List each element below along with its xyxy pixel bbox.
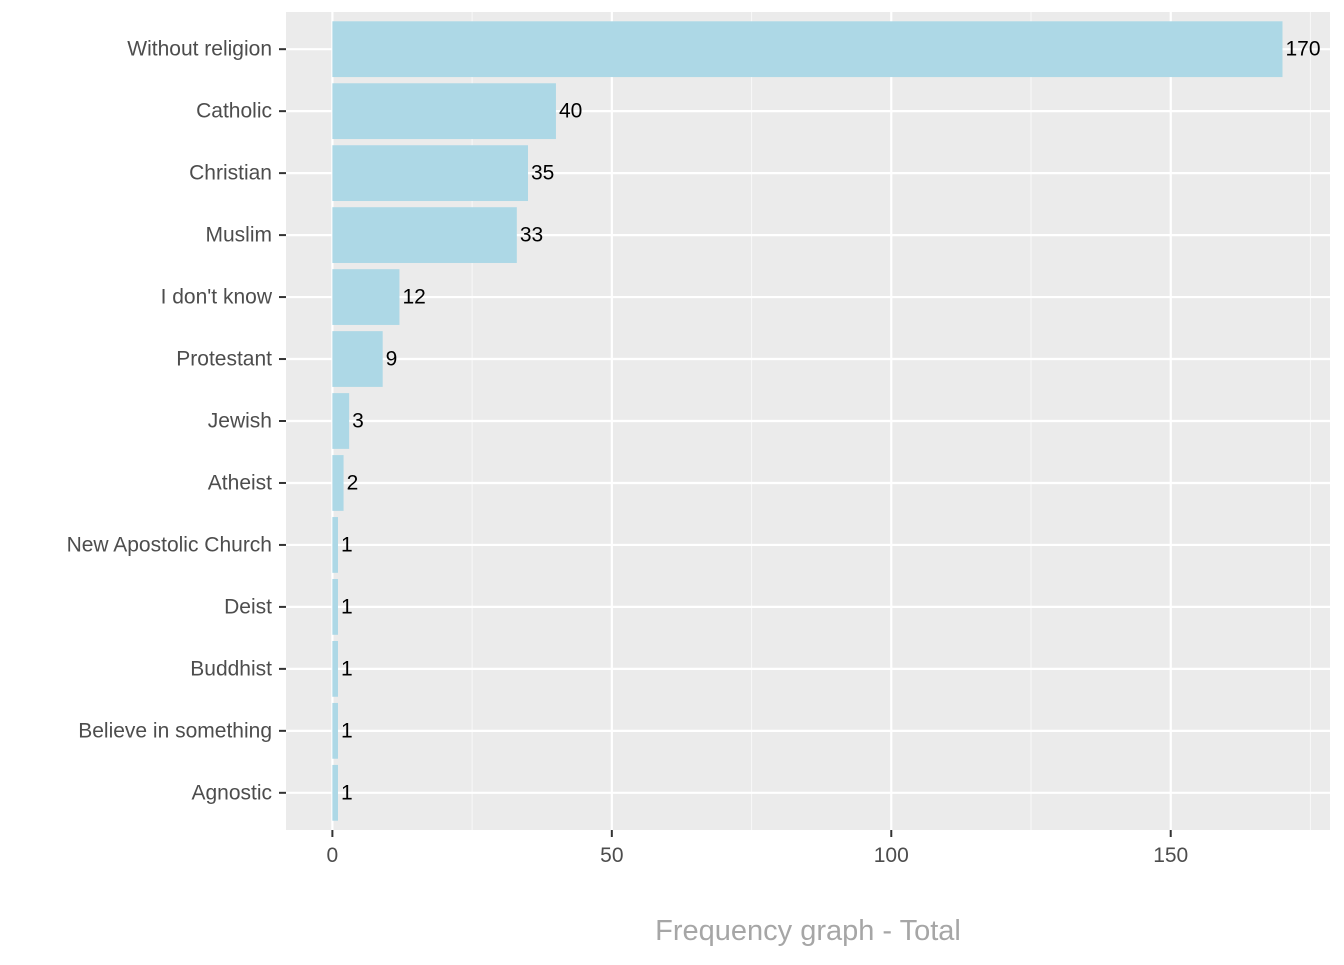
- x-tick-label: 150: [1153, 844, 1188, 867]
- y-tick-label: Believe in something: [78, 719, 272, 742]
- data-label: 1: [341, 719, 353, 742]
- y-tick-label: Protestant: [176, 348, 272, 371]
- bar-catholic: [332, 83, 556, 140]
- data-label: 12: [402, 286, 425, 309]
- x-tick-label: 0: [327, 844, 339, 867]
- y-tick-label: Buddhist: [190, 657, 272, 680]
- y-tick-label: Agnostic: [191, 781, 272, 804]
- data-label: 3: [352, 410, 364, 433]
- bar-believe-in-something: [332, 702, 338, 759]
- data-label: 40: [559, 100, 582, 123]
- data-label: 35: [531, 162, 554, 185]
- y-tick-label: Atheist: [208, 471, 272, 494]
- y-tick-label: Muslim: [206, 224, 273, 247]
- y-tick-label: Catholic: [196, 100, 272, 123]
- bars: [332, 21, 1283, 821]
- data-label: 170: [1285, 38, 1320, 61]
- bar-jewish: [332, 393, 350, 449]
- x-tick-label: 100: [874, 844, 909, 867]
- data-label: 1: [341, 781, 353, 804]
- bar-muslim: [332, 207, 517, 263]
- x-axis-title: Frequency graph - Total: [655, 915, 961, 947]
- bar-new-apostolic-church: [332, 517, 338, 573]
- y-tick-label: Without religion: [127, 38, 272, 61]
- y-tick-label: I don't know: [161, 286, 273, 309]
- x-tick-label: 50: [600, 844, 623, 867]
- y-tick-label: Christian: [189, 162, 272, 185]
- x-axis: 0 50 100 150: [327, 830, 1188, 867]
- data-labels: 170 40 35 33 12 9 3 2 1 1 1 1 1: [341, 38, 1321, 805]
- bar-deist: [332, 579, 338, 635]
- data-label: 9: [386, 348, 398, 371]
- y-axis: Without religion Catholic Christian Muslim I…: [67, 38, 286, 804]
- y-tick-label: Deist: [224, 595, 272, 618]
- bar-i-don-t-know: [332, 269, 400, 325]
- data-label: 1: [341, 595, 353, 618]
- data-label: 1: [341, 533, 353, 556]
- data-label: 2: [347, 471, 359, 494]
- data-label: 1: [341, 657, 353, 680]
- bar-christian: [332, 145, 528, 202]
- bar-agnostic: [332, 764, 338, 821]
- bar-atheist: [332, 455, 344, 511]
- y-tick-label: Jewish: [208, 410, 272, 433]
- bar-protestant: [332, 331, 383, 387]
- bar-without-religion: [332, 21, 1283, 78]
- y-tick-label: New Apostolic Church: [67, 533, 272, 556]
- data-label: 33: [520, 224, 543, 247]
- bar-buddhist: [332, 640, 338, 697]
